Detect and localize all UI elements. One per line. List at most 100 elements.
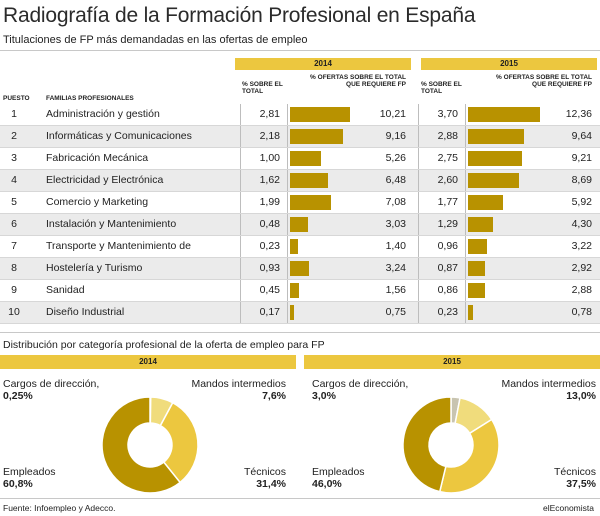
slice-value: 60,8% bbox=[3, 478, 33, 490]
pct-ofertas-2015: 2,92 bbox=[571, 262, 592, 274]
pct-total-2015: 2,75 bbox=[437, 152, 458, 164]
column-divider bbox=[240, 302, 241, 323]
row-rule bbox=[0, 213, 600, 214]
column-divider bbox=[418, 280, 419, 301]
pct-ofertas-2014: 3,24 bbox=[385, 262, 406, 274]
row-rule bbox=[0, 301, 600, 302]
ofertas-bar-2015 bbox=[468, 107, 540, 122]
pct-ofertas-2015: 9,21 bbox=[571, 152, 592, 164]
pie-year-band-2015: 2015 bbox=[304, 355, 600, 369]
pie-2015-label-direccion: Cargos de dirección, 3,0% bbox=[312, 378, 408, 402]
pct-total-2014: 0,17 bbox=[259, 306, 280, 318]
ofertas-bar-2015 bbox=[468, 129, 525, 144]
pie-section-title: Distribución por categoría profesional d… bbox=[3, 339, 325, 351]
column-divider bbox=[418, 104, 419, 125]
rank: 2 bbox=[11, 130, 17, 142]
column-divider bbox=[240, 126, 241, 147]
pct-total-2014: 1,99 bbox=[259, 196, 280, 208]
slice-label: Cargos de dirección, bbox=[3, 378, 100, 390]
table-row: 1 Administración y gestión 2,81 10,21 3,70 12… bbox=[0, 104, 600, 126]
ofertas-bar-2014 bbox=[290, 283, 300, 298]
pie-2015-label-mandos: Mandos intermedios 13,0% bbox=[470, 378, 596, 402]
rank: 1 bbox=[11, 108, 17, 120]
ofertas-bar-2015 bbox=[468, 305, 473, 320]
family-name: Instalación y Mantenimiento bbox=[46, 218, 177, 230]
divider bbox=[0, 332, 600, 333]
donut-slice bbox=[402, 396, 452, 493]
ofertas-bar-2015 bbox=[468, 217, 493, 232]
pct-total-2015: 0,86 bbox=[437, 284, 458, 296]
pct-ofertas-2014: 5,26 bbox=[385, 152, 406, 164]
pie-2015-label-tecnicos: Técnicos 37,5% bbox=[510, 466, 596, 490]
pct-total-2014: 0,93 bbox=[259, 262, 280, 274]
table-row: 5 Comercio y Marketing 1,99 7,08 1,77 5,92 bbox=[0, 192, 600, 214]
row-rule bbox=[0, 147, 600, 148]
header-pct-total-2014: % SOBRE EL TOTAL bbox=[242, 81, 283, 95]
rank: 8 bbox=[11, 262, 17, 274]
table-row: 6 Instalación y Mantenimiento 0,48 3,03 1,29… bbox=[0, 214, 600, 236]
pct-ofertas-2015: 4,30 bbox=[571, 218, 592, 230]
slice-label: Mandos intermedios bbox=[191, 378, 286, 390]
rank: 10 bbox=[8, 306, 20, 318]
column-divider bbox=[287, 104, 288, 125]
page-subtitle: Titulaciones de FP más demandadas en las… bbox=[3, 34, 308, 46]
pct-ofertas-2014: 0,75 bbox=[385, 306, 406, 318]
family-name: Administración y gestión bbox=[46, 108, 160, 120]
column-divider bbox=[465, 170, 466, 191]
donut-chart-2015 bbox=[402, 396, 500, 494]
pct-total-2015: 2,60 bbox=[437, 174, 458, 186]
pct-total-2014: 0,23 bbox=[259, 240, 280, 252]
pct-ofertas-2015: 2,88 bbox=[571, 284, 592, 296]
family-name: Hostelería y Turismo bbox=[46, 262, 143, 274]
ofertas-bar-2015 bbox=[468, 173, 519, 188]
column-divider bbox=[240, 170, 241, 191]
column-divider bbox=[287, 280, 288, 301]
pct-total-2015: 1,29 bbox=[437, 218, 458, 230]
column-divider bbox=[418, 170, 419, 191]
column-divider bbox=[418, 126, 419, 147]
rank: 9 bbox=[11, 284, 17, 296]
column-divider bbox=[418, 302, 419, 323]
row-rule bbox=[0, 169, 600, 170]
column-divider bbox=[240, 280, 241, 301]
family-name: Sanidad bbox=[46, 284, 85, 296]
row-rule bbox=[0, 125, 600, 126]
header-puesto: PUESTO bbox=[3, 95, 30, 102]
column-divider bbox=[465, 192, 466, 213]
pct-ofertas-2015: 8,69 bbox=[571, 174, 592, 186]
pct-total-2014: 1,62 bbox=[259, 174, 280, 186]
ofertas-bar-2014 bbox=[290, 107, 350, 122]
column-divider bbox=[465, 280, 466, 301]
pct-ofertas-2014: 3,03 bbox=[385, 218, 406, 230]
row-rule bbox=[0, 257, 600, 258]
column-divider bbox=[465, 104, 466, 125]
pie-2014-label-mandos: Mandos intermedios 7,6% bbox=[168, 378, 286, 402]
slice-value: 31,4% bbox=[256, 478, 286, 490]
ofertas-bar-2015 bbox=[468, 283, 485, 298]
pct-ofertas-2014: 7,08 bbox=[385, 196, 406, 208]
column-divider bbox=[287, 170, 288, 191]
column-divider bbox=[287, 258, 288, 279]
pct-ofertas-2014: 1,56 bbox=[385, 284, 406, 296]
pct-total-2015: 1,77 bbox=[437, 196, 458, 208]
pct-ofertas-2015: 3,22 bbox=[571, 240, 592, 252]
row-rule bbox=[0, 235, 600, 236]
slice-label: Empleados bbox=[3, 466, 56, 478]
column-divider bbox=[465, 236, 466, 257]
pct-total-2014: 0,45 bbox=[259, 284, 280, 296]
source-note: Fuente: Infoempleo y Adecco. bbox=[3, 503, 116, 513]
header-pct-ofertas-2014: % OFERTAS SOBRE EL TOTAL QUE REQUIERE FP bbox=[310, 74, 406, 88]
table-row: 4 Electricidad y Electrónica 1,62 6,48 2,60 8… bbox=[0, 170, 600, 192]
donut-slice bbox=[159, 401, 199, 484]
column-divider bbox=[240, 236, 241, 257]
column-divider bbox=[287, 236, 288, 257]
ofertas-bar-2014 bbox=[290, 217, 308, 232]
column-divider bbox=[287, 126, 288, 147]
ofertas-bar-2014 bbox=[290, 195, 332, 210]
column-divider bbox=[418, 192, 419, 213]
slice-value: 3,0% bbox=[312, 390, 336, 402]
ofertas-bar-2014 bbox=[290, 261, 309, 276]
column-divider bbox=[418, 214, 419, 235]
slice-label: Técnicos bbox=[553, 466, 596, 478]
pct-total-2015: 2,88 bbox=[437, 130, 458, 142]
